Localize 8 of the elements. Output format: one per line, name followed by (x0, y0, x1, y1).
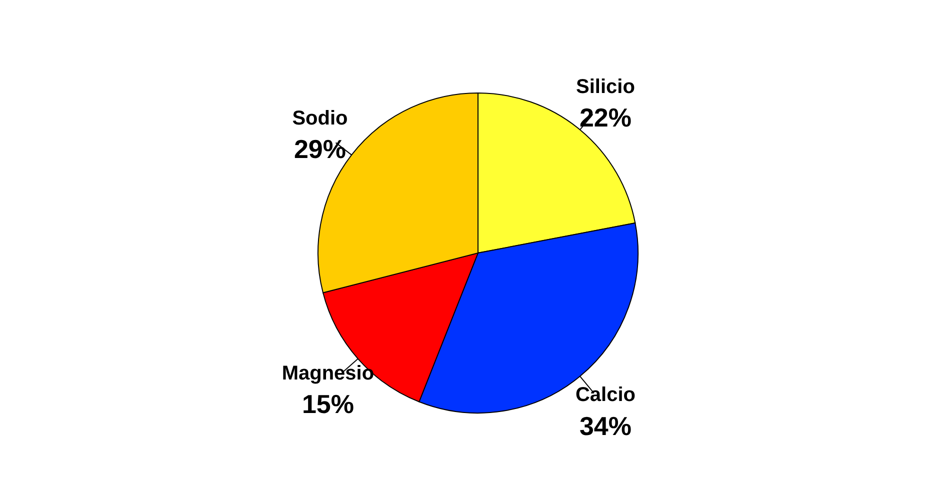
slice-label: Sodio (292, 107, 348, 130)
data-label: 29% (294, 134, 346, 164)
data-label: 15% (302, 389, 354, 420)
slice-label: Silicio (576, 76, 635, 98)
slice-label: Magnesio (282, 362, 374, 384)
slice-label: Calcio (575, 384, 636, 406)
data-label: 34% (579, 410, 632, 441)
data-label: 22% (579, 102, 632, 133)
